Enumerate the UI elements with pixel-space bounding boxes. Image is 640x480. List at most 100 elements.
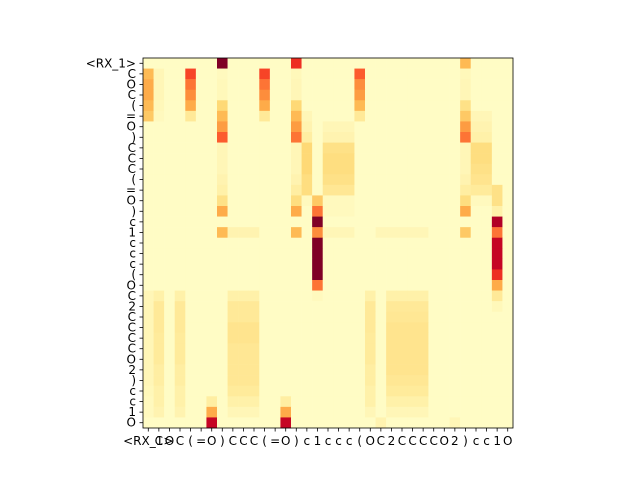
heatmap-cell (354, 174, 366, 186)
heatmap-cell (206, 290, 218, 302)
heatmap-cell (470, 375, 482, 387)
heatmap-cell (269, 79, 281, 91)
heatmap-cell (502, 248, 514, 260)
heatmap-cell (502, 216, 514, 228)
heatmap-cell (185, 322, 197, 334)
heatmap-cell (238, 375, 250, 387)
heatmap-cell (491, 280, 503, 291)
heatmap-cell (365, 79, 376, 91)
heatmap-cell (259, 280, 271, 291)
heatmap-cell (259, 269, 271, 281)
x-tick-label: c (473, 434, 480, 448)
heatmap-cell (428, 68, 440, 80)
heatmap-cell (301, 58, 313, 69)
heatmap-cell (185, 206, 197, 217)
heatmap-cell (195, 237, 207, 249)
heatmap-cell (407, 396, 419, 408)
heatmap-cell (396, 174, 408, 186)
y-tick-label: c (129, 215, 136, 229)
heatmap-cell (153, 79, 165, 91)
heatmap-cell (164, 100, 176, 112)
heatmap-cell (375, 216, 387, 228)
heatmap-cell (164, 269, 176, 281)
heatmap-cell (174, 110, 186, 122)
heatmap-cell (481, 322, 493, 334)
heatmap-cell (449, 110, 461, 122)
heatmap-cell (164, 237, 176, 249)
heatmap-cell (227, 153, 239, 165)
heatmap-cell (449, 58, 461, 69)
heatmap-cell (354, 68, 366, 80)
x-tick-label: c (346, 434, 353, 448)
heatmap-cell (386, 269, 398, 281)
heatmap-cell (238, 311, 250, 323)
heatmap-cell (396, 195, 408, 207)
heatmap-cell (248, 132, 260, 143)
heatmap-cell (280, 163, 292, 175)
heatmap-cell (365, 174, 376, 186)
heatmap-cell (428, 354, 440, 365)
heatmap-cell (280, 121, 292, 133)
heatmap-cell (312, 58, 324, 69)
x-tick-label: ) (220, 434, 225, 448)
heatmap-cell (259, 290, 271, 302)
y-tick-label: C (128, 88, 136, 102)
heatmap-cell (143, 216, 154, 228)
heatmap-cell (248, 174, 260, 186)
heatmap-cell (195, 68, 207, 80)
heatmap-cell (269, 110, 281, 122)
heatmap-cell (143, 100, 154, 112)
heatmap-cell (143, 396, 154, 408)
heatmap-cell (153, 258, 165, 270)
heatmap-cell (470, 142, 482, 154)
heatmap-cell (259, 163, 271, 175)
heatmap-cell (153, 322, 165, 334)
heatmap-cell (343, 375, 355, 387)
heatmap-cell (164, 332, 176, 344)
heatmap-cell (269, 301, 281, 313)
heatmap-cell (375, 206, 387, 217)
heatmap-cell (143, 227, 154, 239)
heatmap-cell (449, 269, 461, 281)
heatmap-cell (417, 79, 429, 91)
heatmap-cell (143, 184, 154, 196)
heatmap-cell (428, 184, 440, 196)
heatmap-cell (291, 227, 302, 239)
heatmap-cell (449, 258, 461, 270)
heatmap-cell (428, 132, 440, 143)
heatmap-cell (333, 311, 345, 323)
heatmap-cell (481, 163, 493, 175)
heatmap-cell (375, 195, 387, 207)
heatmap-cell (365, 121, 376, 133)
heatmap-cell (206, 280, 218, 291)
heatmap-cell (470, 311, 482, 323)
heatmap-cell (449, 280, 461, 291)
heatmap-cell (238, 153, 250, 165)
heatmap-cell (449, 396, 461, 408)
heatmap-cell (481, 237, 493, 249)
heatmap-cell (143, 322, 154, 334)
heatmap-cell (301, 110, 313, 122)
heatmap-cell (153, 110, 165, 122)
heatmap-cell (312, 258, 324, 270)
heatmap-cell (259, 195, 271, 207)
heatmap-cell (354, 163, 366, 175)
heatmap-cell (227, 216, 239, 228)
heatmap-cell (312, 332, 324, 344)
heatmap-cell (280, 58, 292, 69)
heatmap-cell (333, 385, 345, 397)
heatmap-cell (470, 248, 482, 260)
heatmap-cell (280, 258, 292, 270)
heatmap-cell (460, 354, 472, 365)
heatmap-cell (248, 364, 260, 376)
heatmap-cell (417, 227, 429, 239)
x-tick-label: O (440, 434, 449, 448)
y-tick-label: <RX_1> (86, 56, 136, 70)
heatmap-cell (185, 332, 197, 344)
heatmap-cell (322, 153, 334, 165)
heatmap-cell (259, 417, 271, 429)
heatmap-cell (291, 417, 302, 429)
heatmap-cell (470, 163, 482, 175)
heatmap-cell (502, 206, 514, 217)
x-tick-label: c (325, 434, 332, 448)
